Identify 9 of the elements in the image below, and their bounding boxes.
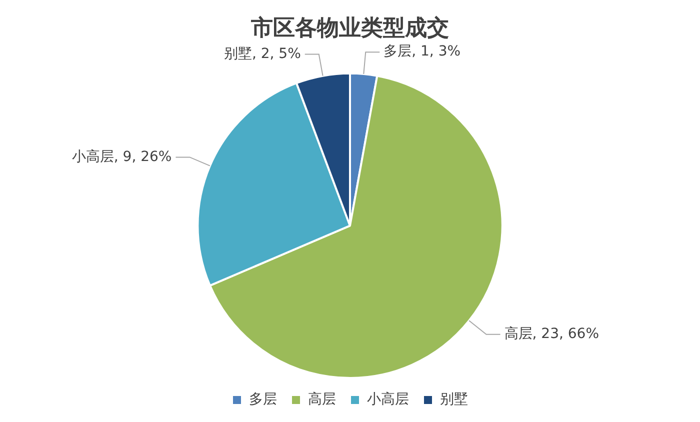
data-label: 高层, 23, 66%	[504, 326, 600, 342]
legend-label: 多层	[249, 392, 277, 408]
data-label: 小高层, 9, 26%	[72, 148, 172, 165]
data-label: 别墅, 2, 5%	[224, 46, 301, 62]
legend-label: 小高层	[367, 392, 409, 408]
chart-title: 市区各物业类型成交	[250, 14, 449, 41]
data-label: 多层, 1, 3%	[384, 44, 461, 60]
legend-label: 别墅	[440, 392, 468, 408]
legend-label: 高层	[308, 392, 336, 408]
